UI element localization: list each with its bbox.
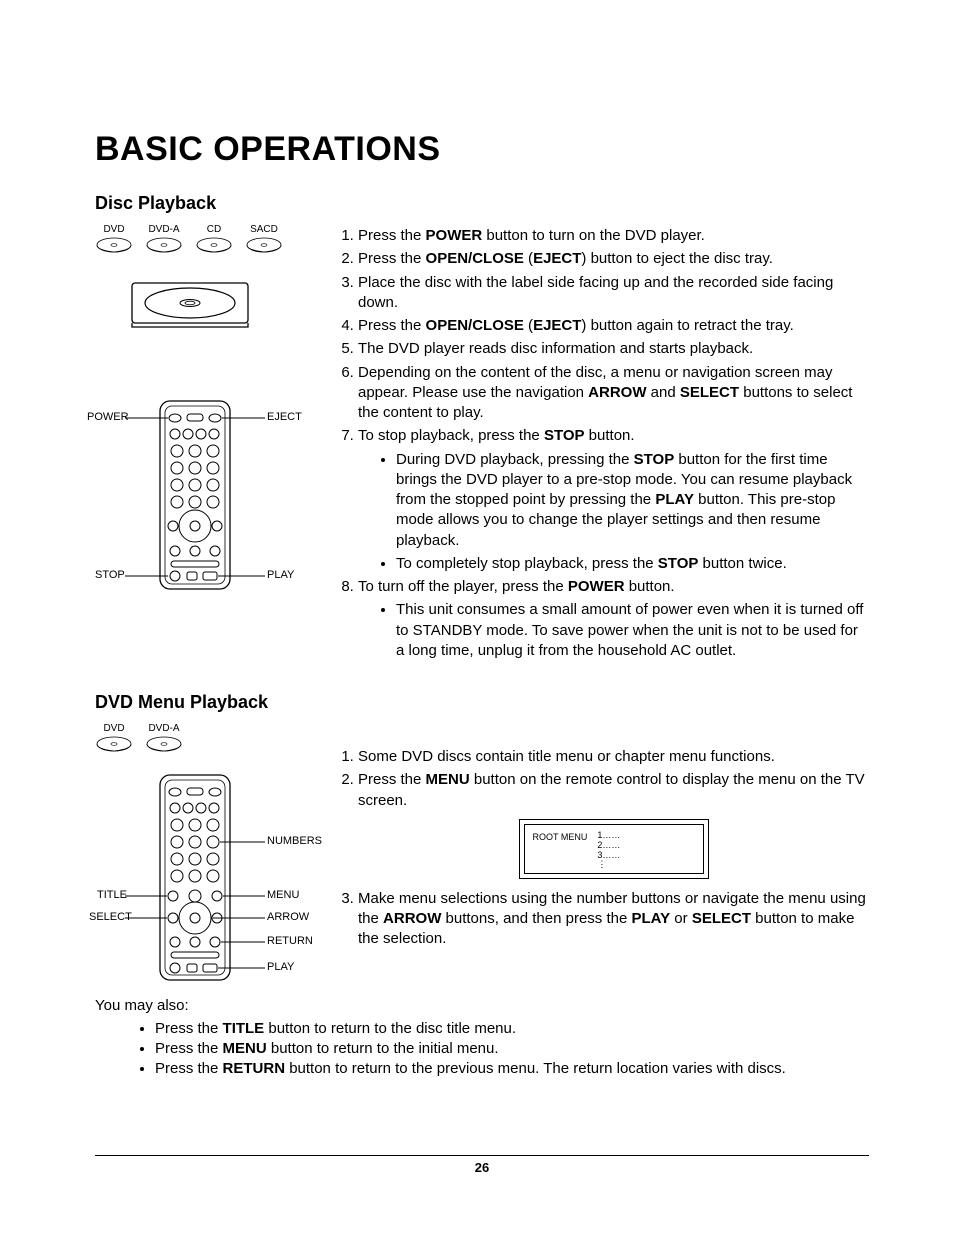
section-disc-playback: Disc Playback DVD DVD-A CD SACD <box>95 193 869 664</box>
callout-return: RETURN <box>267 935 313 947</box>
page-footer: 26 <box>95 1155 869 1175</box>
callout-eject: EJECT <box>267 411 302 423</box>
step: Some DVD discs contain title menu or cha… <box>358 747 869 767</box>
step: To turn off the player, press the POWER … <box>358 577 869 661</box>
callout-power: POWER <box>87 411 129 423</box>
root-menu-label: ROOT MENU <box>533 831 588 843</box>
you-may-also: You may also: <box>95 997 869 1014</box>
disc-icon-row: DVD DVD-A <box>95 723 300 756</box>
callout-select: SELECT <box>89 911 132 923</box>
section-dvd-menu-playback: DVD Menu Playback DVD DVD-A <box>95 692 869 1077</box>
bullet: During DVD playback, pressing the STOP b… <box>396 450 869 551</box>
step: Press the OPEN/CLOSE (EJECT) button to e… <box>358 249 869 269</box>
page-title: BASIC OPERATIONS <box>95 130 869 169</box>
disc-icon: SACD <box>245 224 283 257</box>
callout-arrow: ARROW <box>267 911 309 923</box>
bullet: Press the TITLE button to return to the … <box>155 1020 869 1037</box>
disc-icon: DVD <box>95 224 133 257</box>
remote-diagram: NUMBERS TITLE MENU ARROW SELECT RETURN P… <box>95 770 295 985</box>
callout-numbers: NUMBERS <box>267 835 322 847</box>
page-number: 26 <box>475 1160 489 1175</box>
bullet: This unit consumes a small amount of pow… <box>396 600 869 661</box>
bullet: Press the MENU button to return to the i… <box>155 1040 869 1057</box>
callout-menu: MENU <box>267 889 299 901</box>
callout-title: TITLE <box>97 889 127 901</box>
section-heading: Disc Playback <box>95 193 869 214</box>
step: Make menu selections using the number bu… <box>358 889 869 950</box>
left-illustrations: DVD DVD-A <box>95 723 300 985</box>
callout-play: PLAY <box>267 961 294 973</box>
disc-icon-row: DVD DVD-A CD SACD <box>95 224 300 257</box>
disc-icon: DVD-A <box>145 224 183 257</box>
step: To stop playback, press the STOP button.… <box>358 426 869 574</box>
steps-list: Some DVD discs contain title menu or cha… <box>318 723 869 985</box>
left-illustrations: DVD DVD-A CD SACD <box>95 224 300 664</box>
disc-icon: DVD-A <box>145 723 183 756</box>
bullet: To completely stop playback, press the S… <box>396 554 869 574</box>
step: Place the disc with the label side facin… <box>358 273 869 314</box>
callout-play: PLAY <box>267 569 294 581</box>
callout-stop: STOP <box>95 569 125 581</box>
disc-icon: CD <box>195 224 233 257</box>
disc-icon: DVD <box>95 723 133 756</box>
tv-menu-diagram: ROOT MENU 1…… 2…… 3…… ⋮ <box>519 819 709 879</box>
disc-tray-icon <box>130 281 250 331</box>
step: The DVD player reads disc information an… <box>358 339 869 359</box>
step: Press the POWER button to turn on the DV… <box>358 226 869 246</box>
bullet: Press the RETURN button to return to the… <box>155 1060 869 1077</box>
section-heading: DVD Menu Playback <box>95 692 869 713</box>
steps-list: Press the POWER button to turn on the DV… <box>318 224 869 664</box>
step: Depending on the content of the disc, a … <box>358 363 869 424</box>
remote-diagram: POWER EJECT STOP PLAY <box>95 396 295 596</box>
step: Press the OPEN/CLOSE (EJECT) button agai… <box>358 316 869 336</box>
step: Press the MENU button on the remote cont… <box>358 770 869 879</box>
